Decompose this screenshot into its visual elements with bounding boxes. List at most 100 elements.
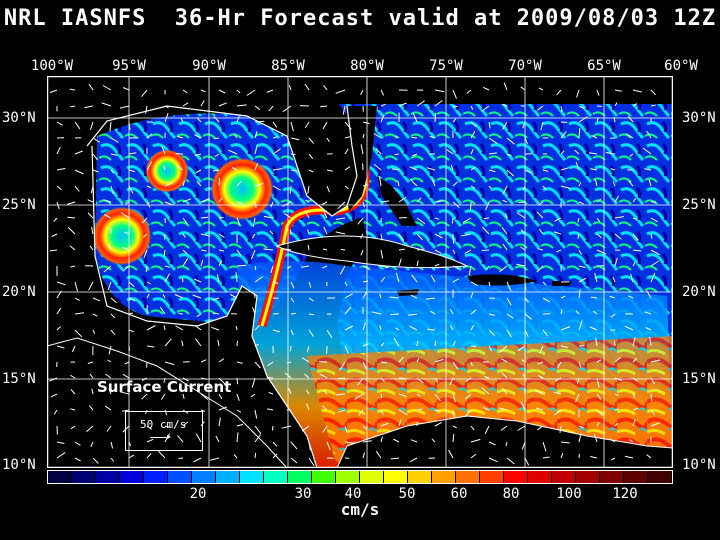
current-vector xyxy=(434,358,444,363)
current-vector xyxy=(122,409,130,412)
lon-label-65w: 65°W xyxy=(587,58,621,74)
current-vector xyxy=(322,405,328,411)
current-vector xyxy=(323,85,328,91)
current-vector xyxy=(128,329,134,333)
current-vector xyxy=(411,274,418,283)
current-vector xyxy=(470,453,477,459)
current-vector xyxy=(358,409,364,416)
current-vector xyxy=(56,326,62,331)
lat-label-10n-left: 10°N xyxy=(2,457,36,473)
current-vector xyxy=(209,457,220,461)
current-vector xyxy=(434,217,440,220)
current-vector xyxy=(92,297,101,302)
current-vector xyxy=(89,245,94,251)
current-vector xyxy=(218,197,223,203)
current-vector xyxy=(380,103,386,107)
current-vector xyxy=(524,137,528,145)
lat-label-30n-right: 30°N xyxy=(682,110,716,126)
current-vector xyxy=(91,388,94,395)
current-vector xyxy=(145,265,148,273)
current-vector xyxy=(146,281,151,285)
current-vector xyxy=(380,409,384,415)
current-vector xyxy=(254,144,258,155)
current-vector xyxy=(92,457,99,464)
current-vector xyxy=(175,165,184,171)
current-vector xyxy=(646,130,652,139)
current-vector xyxy=(254,105,261,111)
current-vector xyxy=(357,217,364,225)
current-vector xyxy=(108,388,112,395)
lat-label-10n-right: 10°N xyxy=(682,457,716,473)
current-vector xyxy=(464,393,472,400)
current-vector xyxy=(236,201,243,204)
current-vector xyxy=(337,409,346,413)
current-vector xyxy=(196,313,202,318)
current-vector xyxy=(322,265,328,269)
current-vector xyxy=(122,87,130,91)
current-vector xyxy=(644,311,652,315)
current-vector xyxy=(596,249,607,255)
current-vector xyxy=(162,294,166,299)
lon-label-70w: 70°W xyxy=(508,58,542,74)
current-vector xyxy=(452,181,459,187)
eddy-west xyxy=(92,206,152,266)
current-vector xyxy=(290,329,294,336)
current-vector xyxy=(108,244,112,251)
current-vector xyxy=(605,152,616,155)
current-vector xyxy=(289,345,292,352)
current-vector xyxy=(267,408,274,411)
current-vector xyxy=(288,85,292,91)
current-vector xyxy=(200,377,208,380)
current-vector xyxy=(200,359,207,363)
current-vector xyxy=(160,393,166,400)
current-vector xyxy=(452,409,456,418)
current-vector xyxy=(614,216,624,219)
current-vector xyxy=(146,345,155,348)
current-vector xyxy=(263,248,274,251)
current-vector xyxy=(596,359,602,363)
current-vector xyxy=(344,281,348,286)
current-vector xyxy=(614,393,620,397)
current-vector xyxy=(502,243,508,251)
current-vector xyxy=(501,372,508,379)
current-vector xyxy=(517,425,526,431)
current-vector xyxy=(410,439,418,443)
current-vector xyxy=(360,89,364,96)
current-vector xyxy=(542,297,551,303)
current-vector xyxy=(516,263,526,267)
current-vector xyxy=(103,265,112,273)
current-vector xyxy=(644,168,652,171)
current-vector xyxy=(122,373,130,379)
current-vector xyxy=(537,105,544,111)
current-vector xyxy=(89,373,94,379)
current-vector xyxy=(308,457,315,467)
current-vector xyxy=(163,165,166,171)
current-vector xyxy=(542,329,548,337)
colorbar-swatch xyxy=(192,471,216,483)
current-vector xyxy=(74,297,80,302)
current-vector xyxy=(87,199,94,203)
current-vector xyxy=(304,83,310,91)
current-vector xyxy=(614,422,619,427)
current-vector xyxy=(578,425,584,429)
current-vector xyxy=(272,441,278,447)
current-vector xyxy=(590,456,598,459)
coastline xyxy=(86,105,358,217)
current-vector xyxy=(518,201,526,203)
current-vector xyxy=(628,295,634,299)
current-vector xyxy=(501,358,508,363)
current-vector xyxy=(416,377,424,384)
current-vector xyxy=(254,182,264,187)
current-vector xyxy=(398,393,407,397)
current-vector xyxy=(560,185,571,189)
current-vector xyxy=(254,293,256,299)
current-vector xyxy=(395,272,400,283)
current-vector xyxy=(542,185,547,191)
current-vector xyxy=(575,162,580,171)
current-vector xyxy=(590,296,598,299)
current-vector xyxy=(218,406,227,411)
current-vector xyxy=(339,265,346,275)
current-vector xyxy=(578,249,582,255)
current-vector xyxy=(213,116,220,123)
current-vector xyxy=(326,169,333,172)
